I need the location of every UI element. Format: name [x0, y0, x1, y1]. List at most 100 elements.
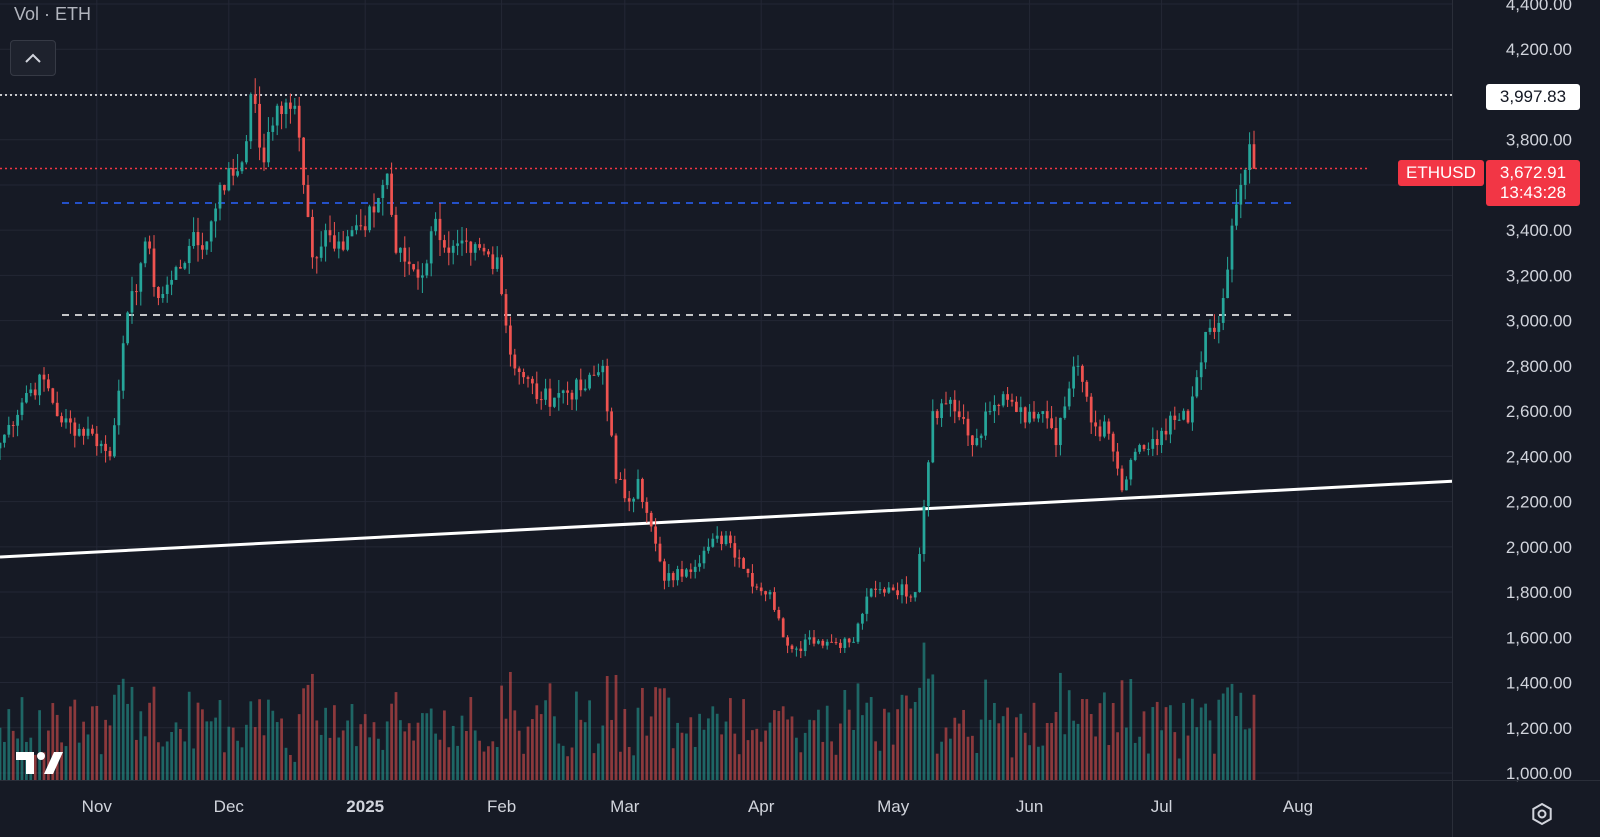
- candle-body: [843, 638, 847, 648]
- volume-bar: [786, 719, 789, 780]
- volume-bar: [126, 703, 129, 780]
- volume-bar: [821, 741, 825, 780]
- volume-bar: [729, 698, 732, 780]
- candle-body: [350, 230, 354, 237]
- candle-body: [944, 403, 948, 405]
- volume-bar: [1050, 723, 1053, 780]
- volume-bar: [689, 717, 693, 780]
- volume-bar: [583, 722, 587, 780]
- candle-body: [553, 397, 556, 407]
- candle-body: [993, 404, 996, 412]
- tradingview-logo-icon[interactable]: [16, 750, 64, 781]
- candle-body: [416, 269, 420, 278]
- volume-bar: [905, 695, 908, 780]
- volume-bar: [601, 725, 605, 780]
- volume-bar: [746, 740, 750, 780]
- candle-body: [597, 372, 600, 376]
- candle-body: [1006, 394, 1009, 400]
- candle-body: [385, 173, 389, 186]
- candle-body: [174, 267, 178, 280]
- volume-bar: [121, 678, 125, 780]
- volume-bar: [1085, 699, 1089, 780]
- candle-body: [1213, 327, 1216, 332]
- candle-body: [38, 374, 41, 396]
- y-tick-label: 1,000.00: [1506, 764, 1572, 783]
- volume-bar: [201, 709, 204, 780]
- candle-body: [55, 402, 59, 417]
- y-tick-label: 2,400.00: [1506, 447, 1572, 466]
- volume-bar: [971, 735, 974, 780]
- volume-bar: [522, 753, 525, 780]
- candle-body: [1116, 451, 1119, 469]
- volume-bar: [495, 747, 499, 780]
- time-axis[interactable]: Nov Dec 2025 Feb Mar Apr May Jun Jul Aug: [0, 780, 1600, 817]
- candle-body: [588, 374, 591, 389]
- candle-body: [799, 648, 803, 652]
- volume-bar: [707, 718, 710, 780]
- candle-body: [487, 251, 490, 255]
- candle-body: [1230, 225, 1234, 270]
- candle-body: [139, 263, 143, 292]
- y-tick-label: 1,600.00: [1506, 628, 1572, 647]
- candle-body: [654, 526, 657, 544]
- candle-body: [865, 596, 869, 614]
- candle-body: [795, 648, 798, 650]
- volume-bar: [953, 717, 957, 780]
- volume-bar: [1059, 672, 1062, 780]
- candle-body: [649, 512, 653, 527]
- volume-bar: [333, 705, 336, 780]
- candle-body: [29, 389, 33, 394]
- volume-bar: [1169, 705, 1172, 780]
- candle-body: [720, 535, 723, 545]
- volume-bar: [733, 733, 737, 780]
- volume-bar: [825, 705, 829, 780]
- candle-body: [693, 566, 697, 572]
- volume-bar: [438, 739, 442, 780]
- candle-body: [671, 573, 675, 581]
- volume-bar: [214, 717, 217, 780]
- candle-body: [25, 393, 28, 403]
- volume-bar: [949, 738, 952, 780]
- volume-bar: [1116, 732, 1119, 780]
- candle-body: [852, 641, 855, 643]
- volume-bar: [817, 709, 820, 780]
- candle-body: [1072, 366, 1075, 389]
- volume-bar: [0, 727, 2, 780]
- trendline[interactable]: [0, 479, 1453, 559]
- volume-bar: [1094, 736, 1097, 780]
- horizontal-levels[interactable]: [0, 94, 1452, 316]
- volume-bar: [1239, 692, 1243, 780]
- volume-bar: [847, 709, 851, 780]
- volume-bar: [676, 722, 679, 780]
- volume-bar: [469, 697, 473, 780]
- volume-bar: [575, 691, 578, 780]
- volume-bar: [1221, 693, 1225, 780]
- candle-body: [1252, 144, 1256, 169]
- candle-body: [390, 173, 393, 215]
- volume-bar: [966, 736, 970, 780]
- volume-bar: [834, 754, 838, 780]
- volume-bar: [597, 743, 600, 780]
- candle-body: [808, 637, 811, 640]
- price-axis[interactable]: 4,400.004,200.004,000.003,800.003,600.00…: [1452, 0, 1573, 837]
- volume-bar: [117, 684, 121, 780]
- candle-body: [280, 105, 283, 115]
- candle-body: [214, 208, 217, 222]
- volume-bar: [319, 734, 323, 780]
- candle-body: [275, 105, 279, 126]
- candle-body: [1111, 433, 1115, 452]
- collapse-button[interactable]: [10, 40, 56, 76]
- volume-bar: [1023, 732, 1027, 780]
- settings-button[interactable]: [1530, 802, 1554, 831]
- volume-bar: [113, 694, 116, 780]
- volume-bar: [931, 674, 935, 780]
- volume-bar: [918, 687, 921, 780]
- volume-bar: [526, 726, 530, 780]
- volume-bar: [1028, 745, 1031, 780]
- candle-body: [975, 438, 979, 446]
- candle-body: [1142, 445, 1146, 450]
- volume-bar: [306, 684, 310, 780]
- candle-body: [658, 543, 662, 562]
- candle-body: [465, 240, 468, 242]
